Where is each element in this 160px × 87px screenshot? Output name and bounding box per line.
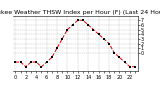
Title: Milwaukee Weather THSW Index per Hour (F) (Last 24 Hours): Milwaukee Weather THSW Index per Hour (F… xyxy=(0,10,160,15)
